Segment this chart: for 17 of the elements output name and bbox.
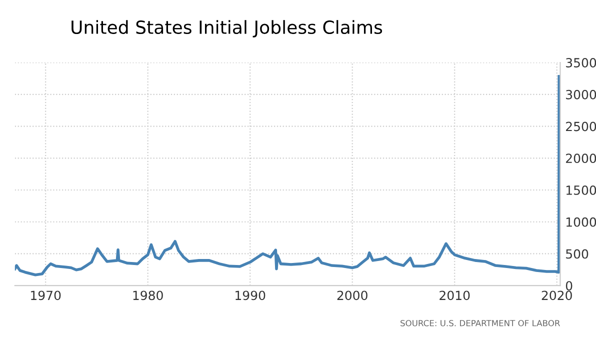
x-tick-label: 2000 — [337, 290, 368, 300]
y-tick-label: 2500 — [566, 122, 596, 132]
y-tick-label: 500 — [566, 249, 588, 259]
y-tick-label: 2000 — [566, 154, 596, 164]
line-series — [14, 74, 560, 276]
chart-title: United States Initial Jobless Claims — [72, 20, 382, 38]
x-tick-label: 1980 — [133, 290, 163, 300]
x-tick-label: 2020 — [542, 290, 572, 300]
y-tick-label: 3000 — [566, 90, 596, 100]
x-tick-label: 2010 — [440, 290, 470, 300]
x-tick-label: 1970 — [31, 290, 61, 300]
x-tick-label: 1990 — [236, 290, 266, 300]
y-tick-label: 3500 — [566, 58, 596, 68]
y-tick-label: 0 — [566, 281, 572, 291]
y-tick-label: 1500 — [566, 185, 596, 195]
y-tick-label: 1000 — [566, 217, 596, 227]
source-note: SOURCE: U.S. DEPARTMENT OF LABOR — [400, 320, 560, 326]
